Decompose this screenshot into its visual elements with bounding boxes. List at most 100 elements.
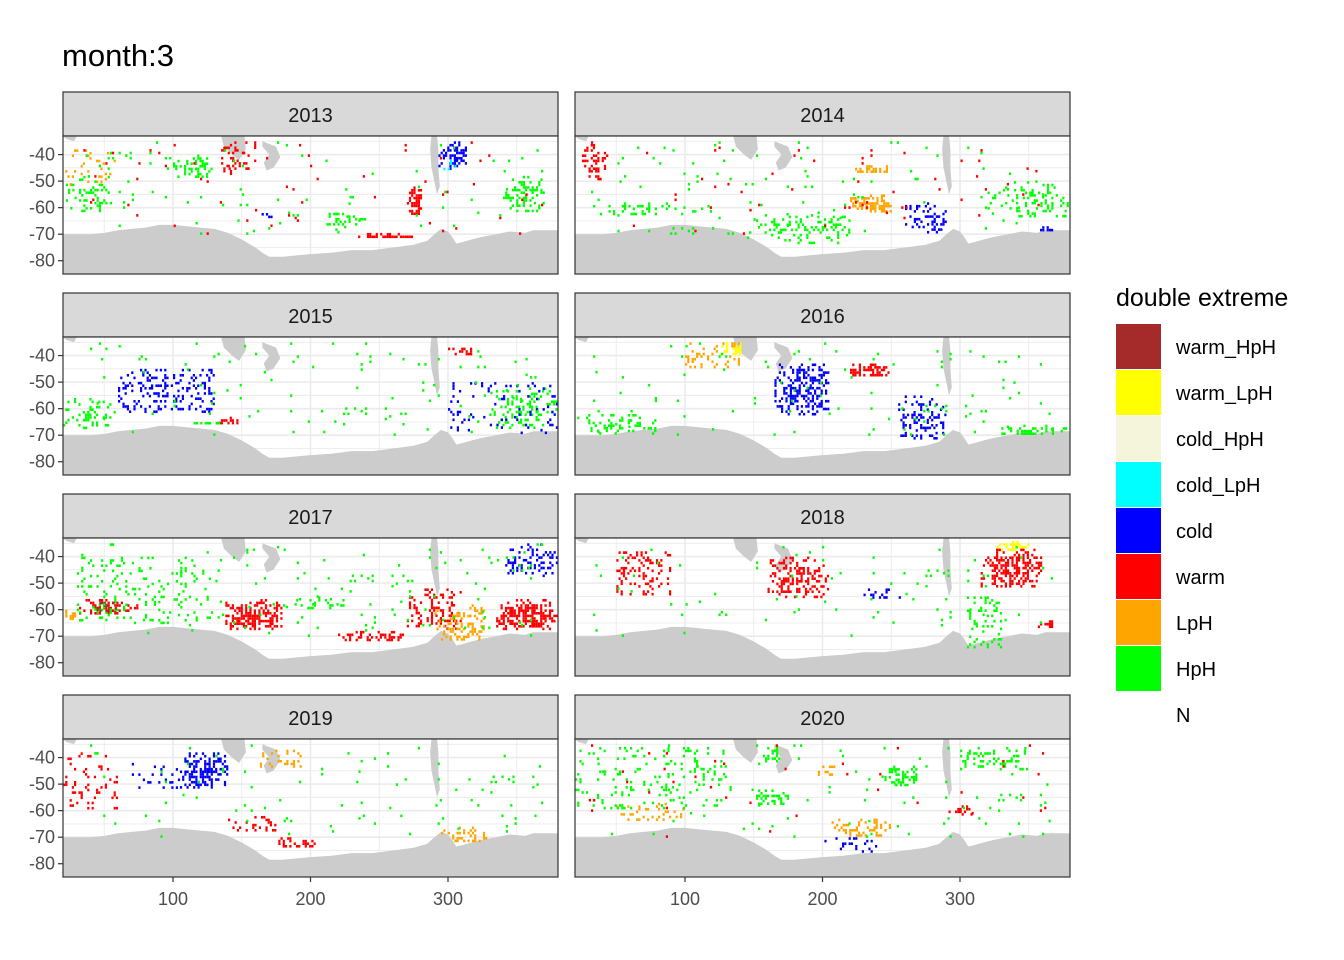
data-cell-HpH bbox=[714, 143, 717, 147]
data-cell-LpH bbox=[262, 752, 265, 755]
land-mass bbox=[221, 739, 246, 763]
data-cell-HpH bbox=[685, 749, 688, 753]
data-cell-warm bbox=[85, 767, 88, 771]
data-cell-warm bbox=[1031, 579, 1034, 583]
data-cell-HpH bbox=[969, 635, 972, 638]
data-cell-warm bbox=[452, 604, 456, 607]
data-cell-warm bbox=[749, 208, 752, 212]
data-cell-HpH bbox=[428, 548, 431, 552]
data-cell-warm bbox=[430, 604, 434, 607]
data-cell-warm bbox=[231, 617, 234, 620]
data-cell-cold bbox=[855, 847, 858, 851]
data-cell-HpH bbox=[632, 207, 635, 211]
data-cell-HpH bbox=[797, 141, 800, 144]
data-cell-cold bbox=[186, 770, 189, 774]
data-cell-LpH bbox=[107, 151, 110, 155]
data-cell-warm bbox=[417, 189, 420, 192]
data-cell-HpH bbox=[85, 593, 88, 596]
data-cell-LpH bbox=[876, 199, 879, 203]
data-cell-warm bbox=[253, 625, 256, 628]
data-cell-LpH bbox=[880, 826, 883, 829]
data-cell-warm bbox=[858, 371, 861, 374]
data-cell-warm bbox=[247, 614, 250, 618]
data-cell-HpH bbox=[947, 569, 950, 572]
data-cell-cold bbox=[162, 394, 165, 398]
data-cell-cold bbox=[811, 405, 814, 408]
data-cell-warm bbox=[410, 235, 414, 239]
data-cell-HpH bbox=[533, 400, 536, 403]
data-cell-warm bbox=[242, 614, 245, 618]
land-mass bbox=[262, 141, 281, 171]
data-cell-cold bbox=[483, 415, 486, 419]
data-cell-cold bbox=[511, 561, 514, 565]
data-cell-cold bbox=[913, 413, 916, 417]
data-cell-HpH bbox=[1025, 429, 1028, 433]
data-cell-cold bbox=[933, 220, 936, 224]
data-cell-warm bbox=[136, 606, 139, 610]
data-cell-warm bbox=[1004, 572, 1007, 575]
data-cell-HpH bbox=[982, 355, 985, 358]
data-cell-warm bbox=[648, 791, 651, 794]
data-cell-warm bbox=[1015, 559, 1018, 562]
data-cell-HpH bbox=[936, 569, 939, 572]
data-cell-LpH bbox=[96, 180, 99, 184]
data-cell-warm bbox=[636, 553, 639, 557]
data-cell-warm bbox=[254, 146, 257, 150]
data-cell-HpH bbox=[1027, 212, 1030, 215]
legend-key-HpH bbox=[1116, 646, 1161, 691]
data-cell-cold bbox=[215, 778, 218, 781]
data-cell-warm bbox=[278, 842, 281, 845]
data-cell-HpH bbox=[120, 556, 123, 560]
data-cell-HpH bbox=[621, 793, 624, 797]
data-cell-HpH bbox=[477, 804, 480, 807]
data-cell-HpH bbox=[87, 191, 90, 194]
data-cell-warm bbox=[260, 599, 263, 602]
data-cell-HpH bbox=[1033, 201, 1036, 205]
data-cell-HpH bbox=[894, 770, 897, 773]
data-cell-warm bbox=[991, 564, 994, 567]
data-cell-HpH bbox=[621, 634, 624, 637]
data-cell-cold bbox=[195, 760, 198, 763]
data-cell-HpH bbox=[217, 616, 220, 619]
data-cell-warm_LpH bbox=[1009, 548, 1012, 552]
data-cell-HpH bbox=[206, 172, 209, 176]
data-cell-HpH bbox=[116, 582, 119, 586]
data-cell-cold bbox=[816, 379, 819, 382]
data-cell-HpH bbox=[756, 566, 759, 570]
data-cell-HpH bbox=[984, 409, 987, 413]
data-cell-warm bbox=[115, 775, 118, 779]
data-cell-warm_LpH bbox=[1012, 545, 1015, 549]
data-cell-HpH bbox=[495, 426, 499, 429]
data-cell-warm bbox=[800, 572, 803, 575]
data-cell-warm bbox=[98, 765, 101, 768]
data-cell-HpH bbox=[588, 752, 591, 755]
land-mass bbox=[63, 626, 558, 676]
data-cell-HpH bbox=[999, 767, 1002, 771]
data-cell-warm bbox=[807, 590, 810, 593]
data-cell-HpH bbox=[1042, 566, 1045, 570]
data-cell-warm bbox=[526, 619, 530, 623]
data-cell-warm bbox=[651, 561, 654, 565]
data-cell-warm bbox=[240, 612, 243, 615]
data-cell-LpH bbox=[838, 818, 841, 822]
data-cell-HpH bbox=[693, 767, 696, 771]
data-cell-cold bbox=[503, 397, 506, 401]
data-cell-HpH bbox=[613, 210, 616, 213]
data-cell-HpH bbox=[925, 404, 928, 408]
data-cell-HpH bbox=[109, 151, 112, 155]
data-cell-LpH bbox=[872, 170, 875, 173]
data-cell-cold bbox=[1042, 228, 1045, 232]
data-cell-HpH bbox=[94, 752, 97, 755]
data-cell-LpH bbox=[456, 627, 459, 631]
data-cell-warm bbox=[551, 619, 554, 623]
data-cell-HpH bbox=[511, 416, 514, 419]
data-cell-warm bbox=[417, 199, 420, 202]
data-cell-warm_LpH bbox=[739, 347, 742, 351]
data-cell-HpH bbox=[634, 754, 637, 758]
data-cell-cold bbox=[195, 778, 198, 781]
data-cell-warm bbox=[959, 810, 962, 814]
facet-panel-2013: 2013-40-50-60-70-80 bbox=[29, 91, 559, 275]
data-cell-HpH bbox=[195, 577, 198, 580]
data-cell-cold bbox=[1051, 228, 1054, 232]
data-cell-cold bbox=[522, 558, 525, 562]
